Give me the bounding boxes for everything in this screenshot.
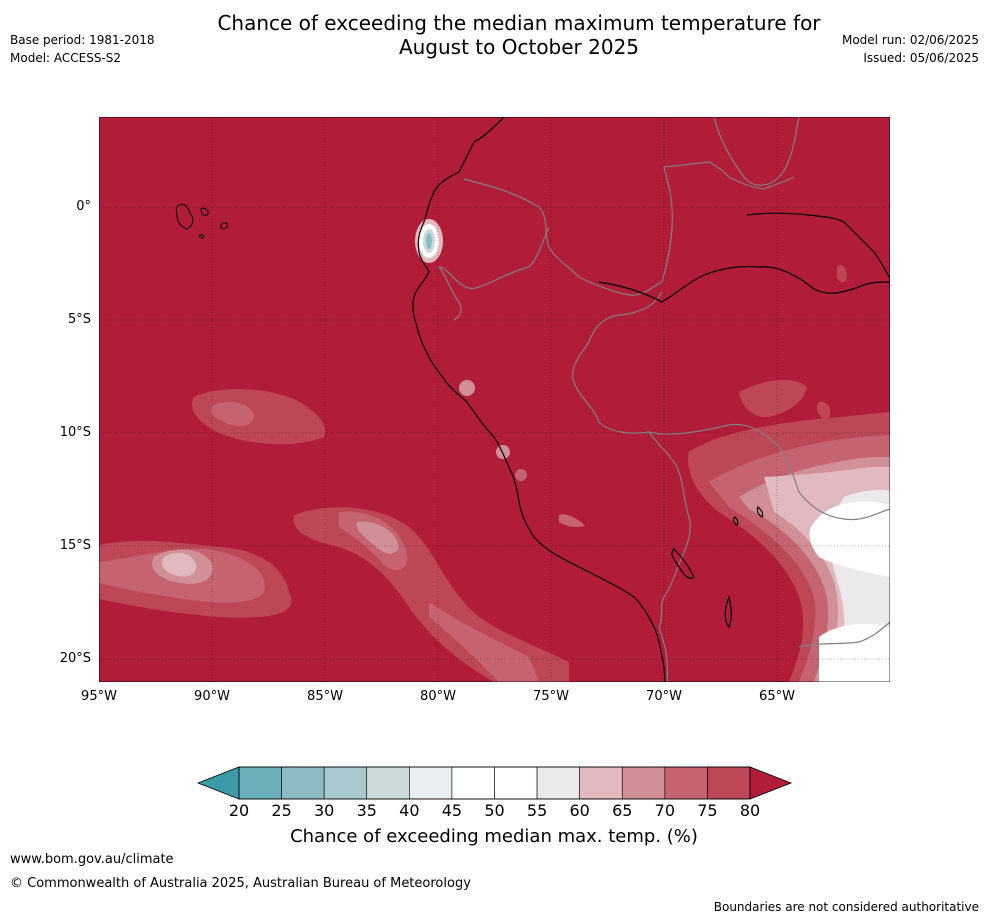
colorbar-cell	[621, 766, 666, 800]
contour-75-central	[293, 507, 569, 682]
border-ecuador-peru	[438, 226, 550, 321]
colorbar-cell	[494, 766, 538, 800]
title-line-2: August to October 2025	[398, 35, 640, 59]
copyright-notice: © Commonwealth of Australia 2025, Austra…	[10, 876, 471, 891]
colorbar-tick-label: 60	[569, 801, 590, 820]
border-peru-bolivia	[648, 431, 691, 628]
lat-label-10s: 10°S	[59, 425, 91, 440]
colorbar-tick-label: 35	[356, 801, 377, 820]
colorbar-low-arrow	[196, 766, 240, 800]
coastline-pacific	[412, 117, 666, 682]
colorbar-cell	[451, 766, 495, 800]
lon-label-90w: 90°W	[194, 689, 230, 704]
colorbar-tick-label: 65	[612, 801, 633, 820]
colorbar-tick-label: 70	[654, 801, 675, 820]
colorbar-cell	[281, 766, 325, 800]
colorbar	[196, 766, 793, 800]
contour-25-coast	[426, 233, 432, 249]
contour-65-central	[356, 521, 399, 554]
colorbar-cell	[238, 766, 282, 800]
coastline-lake-titicaca	[671, 548, 695, 579]
contour-75-east	[739, 379, 807, 418]
contour-50-se-2	[819, 624, 890, 682]
probability-contours	[99, 219, 890, 682]
lat-label-20s: 20°S	[59, 651, 91, 666]
coastline-amazon-north	[746, 212, 890, 280]
contour-blob-2	[496, 445, 510, 459]
lon-label-75w: 75°W	[533, 689, 569, 704]
colorbar-tick-label: 40	[399, 801, 420, 820]
model-name: Model: ACCESS-S2	[10, 51, 122, 65]
border-brazil-bolivia	[648, 423, 890, 521]
base-period: Base period: 1981-2018	[10, 33, 155, 47]
colorbar-tick-label: 50	[484, 801, 505, 820]
contour-blob-4	[559, 514, 585, 528]
coastlines	[412, 117, 890, 682]
lat-label-15s: 15°S	[59, 538, 91, 553]
lat-label-0: 0°	[76, 199, 91, 214]
contour-75-ne	[837, 265, 847, 283]
border-colombia-peru-brazil	[661, 161, 795, 283]
forecast-map	[99, 117, 890, 682]
model-run: Model run: 02/06/2025	[841, 33, 979, 47]
lon-label-65w: 65°W	[759, 689, 795, 704]
colorbar-tick-label: 45	[441, 801, 463, 820]
colorbar-cell	[323, 766, 368, 800]
border-bolivia-chile	[658, 626, 669, 682]
contour-blob-3	[515, 469, 527, 481]
galapagos-santa-cruz	[200, 207, 209, 216]
galapagos-islands	[175, 203, 228, 239]
border-peru-brazil	[572, 291, 663, 434]
border-colombia-ecuador	[463, 178, 663, 296]
coastline-amazon-south	[598, 265, 890, 303]
galapagos-isabela	[175, 203, 194, 230]
contour-75-east-2	[816, 401, 831, 422]
colorbar-tick-label: 30	[313, 801, 335, 820]
border-venezuela-brazil	[713, 117, 800, 186]
lon-label-80w: 80°W	[420, 689, 456, 704]
colorbar-tick-label: 80	[739, 801, 761, 820]
contour-50-se-1	[809, 501, 890, 577]
colorbar-tick-label: 75	[697, 801, 718, 820]
contour-70-tail	[429, 602, 539, 682]
issued-date: Issued: 05/06/2025	[863, 51, 979, 65]
colorbar-cell	[366, 766, 410, 800]
contour-70-nw	[210, 402, 254, 427]
coastline-island-2	[756, 505, 764, 518]
website-link[interactable]: www.bom.gov.au/climate	[10, 852, 174, 867]
colorbar-high-arrow	[749, 766, 793, 800]
contour-60-sw	[161, 552, 197, 577]
colorbar-cell	[579, 766, 623, 800]
colorbar-cell	[707, 766, 751, 800]
map-title: Chance of exceeding the median maximum t…	[0, 11, 988, 59]
gridlines	[99, 117, 890, 682]
lon-label-85w: 85°W	[307, 689, 343, 704]
galapagos-small	[199, 234, 205, 239]
colorbar-title: Chance of exceeding median max. temp. (%…	[290, 826, 698, 847]
colorbar-cell	[409, 766, 453, 800]
lat-label-5s: 5°S	[67, 312, 91, 327]
galapagos-san-cristobal	[220, 222, 228, 230]
colorbar-tick-label: 25	[271, 801, 292, 820]
colorbar-cell	[664, 766, 708, 800]
colorbar-tick-label: 20	[228, 801, 250, 820]
title-line-1: Chance of exceeding the median maximum t…	[217, 11, 821, 35]
coastline-island-3	[732, 516, 739, 526]
lon-label-70w: 70°W	[646, 689, 682, 704]
coastline-island-1	[724, 594, 732, 629]
colorbar-cell	[536, 766, 580, 800]
colorbar-tick-label: 55	[526, 801, 548, 820]
country-borders	[438, 117, 890, 682]
lon-label-95w: 95°W	[81, 689, 117, 704]
border-bolivia-argentina	[798, 621, 890, 648]
boundary-disclaimer: Boundaries are not considered authoritat…	[713, 900, 979, 914]
contour-blob-1	[459, 380, 475, 396]
